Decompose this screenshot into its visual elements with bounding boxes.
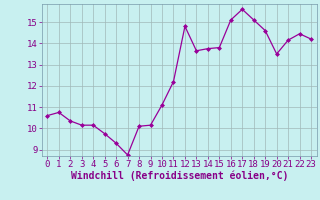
- X-axis label: Windchill (Refroidissement éolien,°C): Windchill (Refroidissement éolien,°C): [70, 171, 288, 181]
